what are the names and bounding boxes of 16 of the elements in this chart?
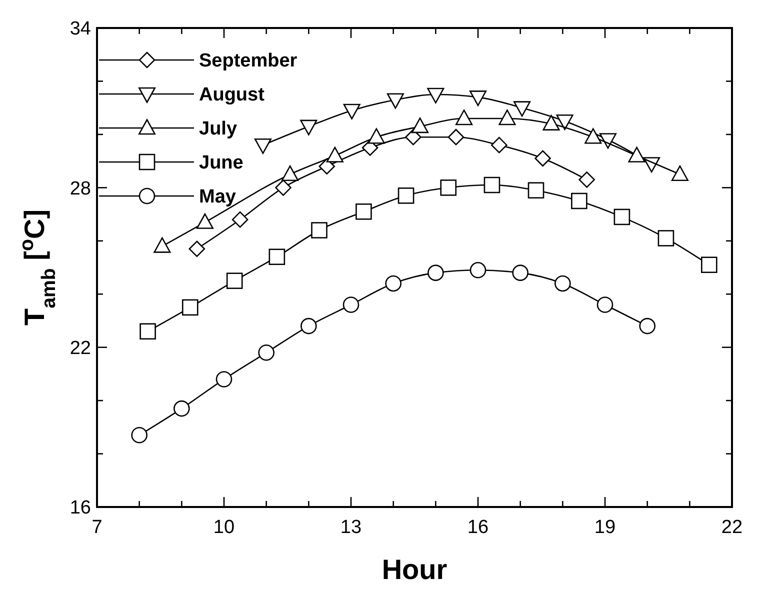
x-tick-label: 10 [213, 517, 235, 538]
x-tick-label: 13 [340, 517, 362, 538]
x-tick-label: 22 [721, 517, 743, 538]
y-tick-label: 22 [70, 338, 91, 359]
y-tick-label: 34 [70, 18, 92, 40]
legend-label: September [199, 50, 298, 72]
x-tick-label: 16 [467, 517, 489, 538]
x-tick-label: 7 [92, 517, 102, 538]
y-tick-label: 16 [70, 498, 91, 519]
legend-label: May [199, 186, 236, 208]
legend-label: July [199, 118, 238, 140]
x-axis-title: Hour [382, 554, 448, 585]
x-tick-label: 19 [594, 517, 616, 538]
y-tick-label: 28 [70, 178, 91, 200]
legend-label: June [199, 152, 244, 174]
legend-label: August [199, 84, 266, 106]
